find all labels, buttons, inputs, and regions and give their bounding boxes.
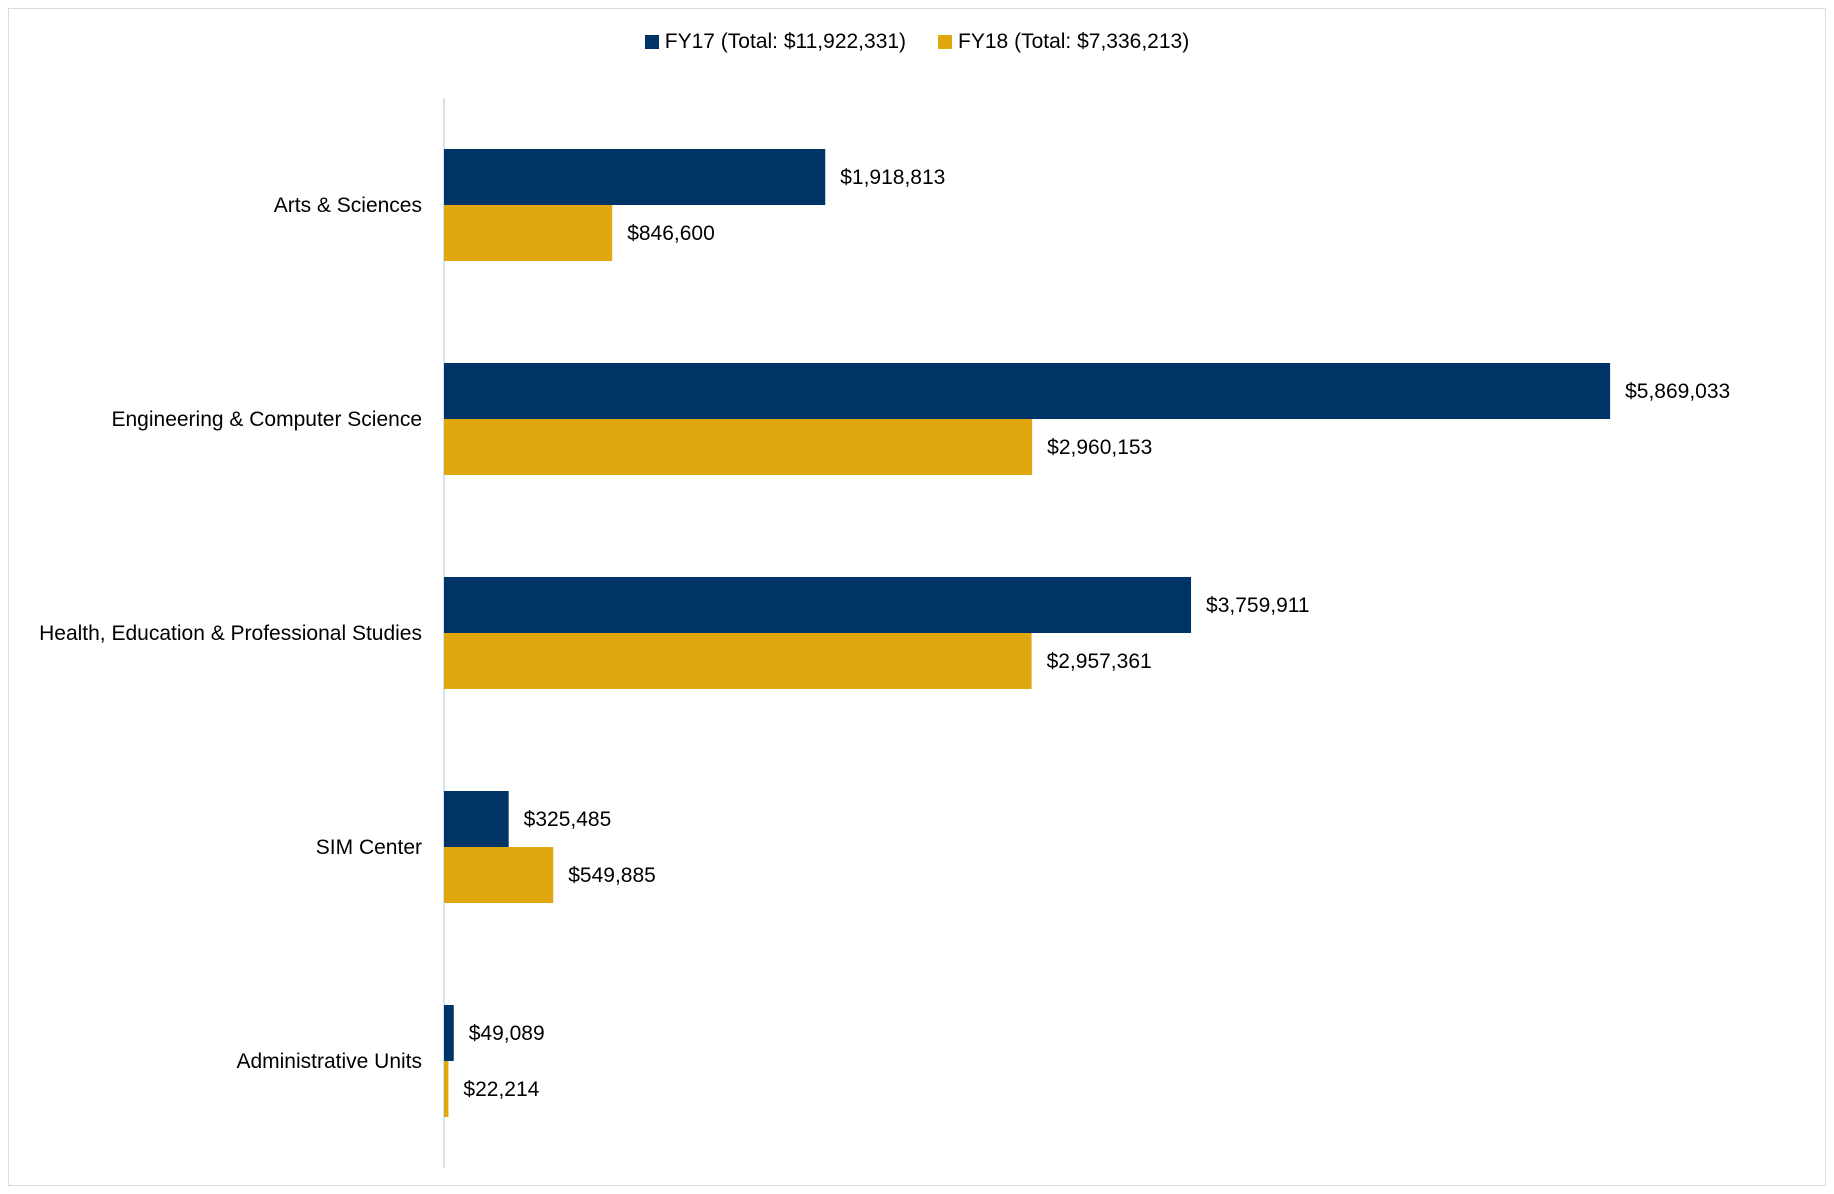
- bar-fy17: [444, 791, 509, 847]
- data-label-fy18: $2,960,153: [1047, 436, 1152, 459]
- data-label-fy18: $22,214: [463, 1078, 539, 1101]
- category-label: SIM Center: [316, 836, 422, 859]
- data-label-fy17: $3,759,911: [1206, 594, 1310, 617]
- data-label-fy17: $325,485: [524, 808, 612, 831]
- data-label-fy17: $1,918,813: [840, 166, 945, 189]
- legend-swatch-fy17: [644, 35, 659, 49]
- chart-legend: FY17 (Total: $11,922,331) FY18 (Total: $…: [0, 30, 1834, 54]
- bar-fy17: [444, 363, 1611, 419]
- category-label: Arts & Sciences: [274, 194, 422, 217]
- category-label: Engineering & Computer Science: [111, 408, 422, 431]
- data-label-fy17: $5,869,033: [1625, 380, 1730, 403]
- bar-fy18: [444, 419, 1033, 475]
- category-label: Health, Education & Professional Studies: [39, 622, 422, 645]
- legend-item-fy18: FY18 (Total: $7,336,213): [938, 30, 1189, 54]
- legend-label-fy17: FY17 (Total: $11,922,331): [664, 30, 907, 53]
- data-label-fy18: $846,600: [627, 222, 715, 245]
- bar-fy18: [444, 1061, 449, 1117]
- legend-item-fy17: FY17 (Total: $11,922,331): [644, 30, 907, 54]
- bar-fy18: [444, 205, 613, 261]
- data-label-fy18: $2,957,361: [1047, 650, 1152, 673]
- data-label-fy17: $49,089: [469, 1022, 545, 1045]
- bar-fy18: [444, 633, 1032, 689]
- bar-fy17: [444, 577, 1192, 633]
- bar-fy18: [444, 847, 554, 903]
- legend-label-fy18: FY18 (Total: $7,336,213): [958, 30, 1190, 53]
- bar-fy17: [444, 149, 826, 205]
- legend-swatch-fy18: [938, 35, 953, 49]
- category-label: Administrative Units: [236, 1050, 422, 1073]
- bar-fy17: [444, 1005, 454, 1061]
- data-label-fy18: $549,885: [568, 864, 656, 887]
